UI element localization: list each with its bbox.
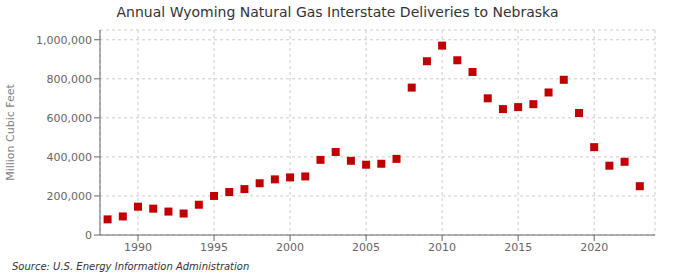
svg-text:200,000: 200,000 bbox=[47, 190, 93, 203]
svg-text:2005: 2005 bbox=[352, 241, 380, 254]
svg-text:0: 0 bbox=[85, 229, 92, 242]
svg-text:2020: 2020 bbox=[580, 241, 608, 254]
svg-text:2000: 2000 bbox=[276, 241, 304, 254]
svg-text:2010: 2010 bbox=[428, 241, 456, 254]
svg-text:1995: 1995 bbox=[200, 241, 228, 254]
svg-text:1990: 1990 bbox=[124, 241, 152, 254]
svg-text:600,000: 600,000 bbox=[47, 112, 93, 125]
html-text:Annual Wyoming Natural Gas Int: Annual Wyoming Natural Gas Interstate De… bbox=[116, 4, 559, 20]
svg-text:400,000: 400,000 bbox=[47, 151, 93, 164]
svg-text:Million Cubic Feet: Million Cubic Feet bbox=[8, 83, 17, 180]
svg-text:1,000,000: 1,000,000 bbox=[36, 34, 92, 47]
svg-text:2015: 2015 bbox=[504, 241, 532, 254]
html-text:Source: U.S. Energy Informatio: Source: U.S. Energy Information Administ… bbox=[12, 261, 250, 272]
svg-text:800,000: 800,000 bbox=[47, 73, 93, 86]
